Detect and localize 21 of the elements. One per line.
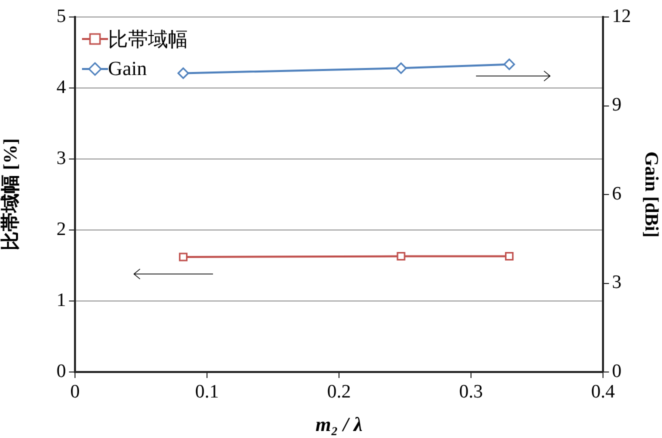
y-axis-title: 比帯域幅 [%] — [0, 138, 22, 251]
y-tick-label: 3 — [56, 148, 66, 169]
x-axis-title: m₂ / λ — [316, 414, 363, 436]
y-tick-label: 5 — [56, 6, 66, 27]
y2-tick-label: 0 — [612, 360, 622, 382]
x-tick-label: 0 — [70, 381, 80, 402]
y-tick-label: 4 — [56, 76, 66, 98]
legend-label: Gain — [108, 58, 147, 80]
x-tick-label: 0.3 — [459, 381, 483, 402]
legend-label: 比帯域幅 — [108, 28, 188, 52]
y2-tick-label: 6 — [612, 183, 622, 204]
y-tick-label: 1 — [56, 290, 66, 311]
y2-tick-label: 9 — [612, 94, 622, 116]
y2-tick-label: 3 — [612, 272, 622, 294]
x-tick-label: 0.2 — [327, 381, 351, 402]
y-tick-label: 0 — [56, 360, 66, 382]
x-tick-label: 0.1 — [195, 381, 219, 402]
x-tick-label: 0.4 — [591, 381, 616, 402]
y2-axis-title: Gain [dBi] — [640, 151, 662, 238]
y-tick-label: 2 — [56, 218, 66, 240]
y2-tick-label: 12 — [612, 6, 631, 27]
